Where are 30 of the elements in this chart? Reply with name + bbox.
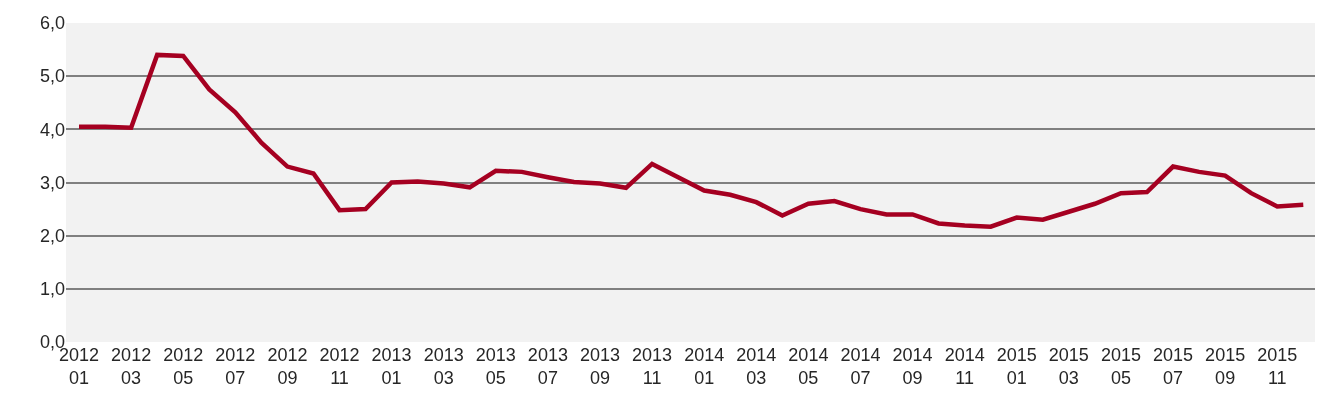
x-tick-label: 2013 11 [632, 345, 673, 389]
y-tick-label: 4,0 [39, 119, 65, 140]
y-tick-label: 3,0 [39, 172, 65, 193]
x-tick-label: 2013 03 [423, 345, 464, 389]
x-tick-label: 2015 09 [1205, 345, 1246, 389]
x-tick-label: 2013 05 [475, 345, 516, 389]
y-tick-label: 2,0 [39, 225, 65, 246]
x-tick-label: 2014 11 [944, 345, 985, 389]
y-tick-label: 1,0 [39, 279, 65, 300]
x-tick-label: 2012 09 [267, 345, 308, 389]
x-tick-label: 2014 05 [788, 345, 829, 389]
x-tick-label: 2012 03 [111, 345, 152, 389]
x-tick-label: 2012 07 [215, 345, 256, 389]
x-tick-label: 2015 03 [1048, 345, 1089, 389]
y-tick-label: 5,0 [39, 66, 65, 87]
x-tick-label: 2015 01 [996, 345, 1037, 389]
x-tick-label: 2014 01 [684, 345, 725, 389]
x-tick-label: 2014 07 [840, 345, 881, 389]
x-tick-label: 2015 05 [1100, 345, 1141, 389]
line-series [76, 52, 1306, 229]
x-tick-label: 2013 07 [527, 345, 568, 389]
x-tick-label: 2012 05 [163, 345, 204, 389]
x-tick-label: 2013 01 [371, 345, 412, 389]
x-tick-label: 2015 11 [1257, 345, 1298, 389]
x-tick-label: 2014 09 [892, 345, 933, 389]
x-tick-label: 2014 03 [736, 345, 777, 389]
x-tick-label: 2012 11 [319, 345, 360, 389]
x-tick-label: 2015 07 [1153, 345, 1194, 389]
y-tick-label: 6,0 [39, 13, 65, 34]
x-tick-label: 2013 09 [579, 345, 620, 389]
